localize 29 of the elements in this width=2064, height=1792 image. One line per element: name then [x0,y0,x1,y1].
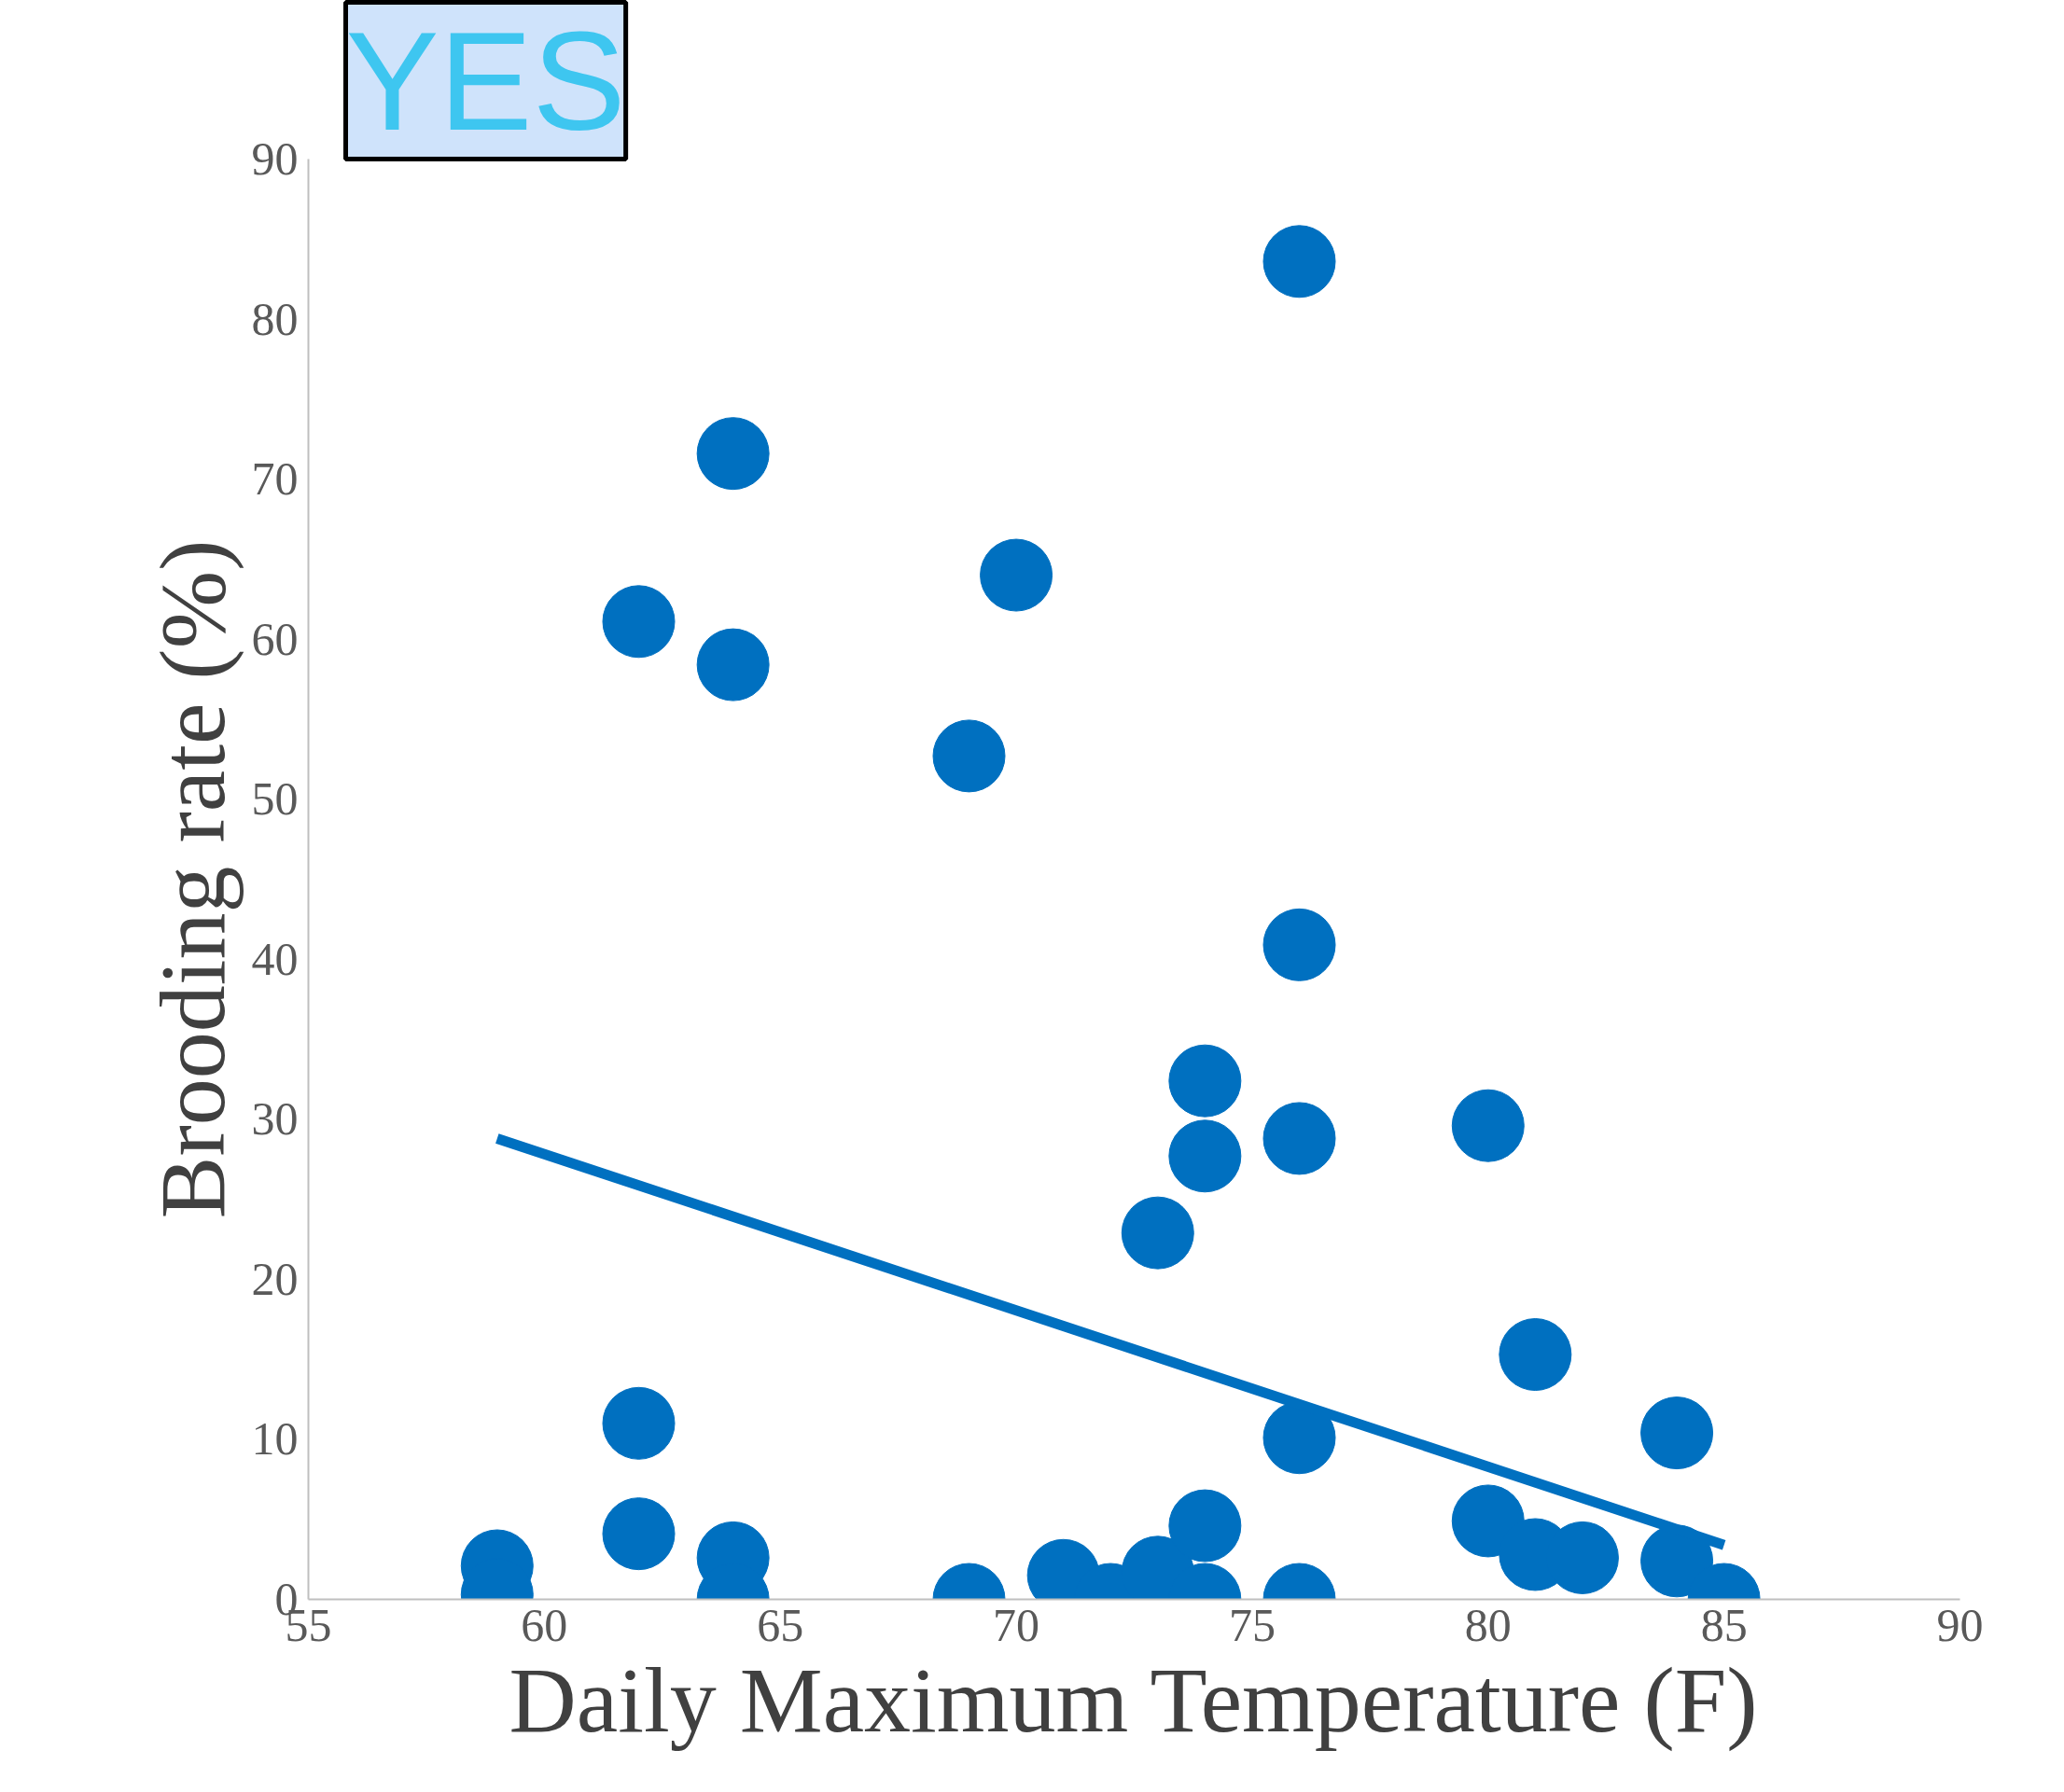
point [602,585,676,659]
y-tick-label: 20 [251,1252,299,1305]
annotation: YES [345,2,626,160]
y-tick-label: 10 [251,1412,299,1466]
y-tick-label: 50 [251,772,299,826]
y-tick-label: 90 [251,132,299,185]
point [1262,1102,1336,1175]
point [1168,1489,1242,1563]
y-tick-label: 40 [251,932,299,985]
point [932,719,1006,793]
point [1168,1044,1242,1118]
point [1640,1396,1714,1470]
point [1121,1196,1194,1270]
y-axis-title: Brooding rate (%) [140,539,244,1219]
point [980,538,1053,612]
point [1168,1119,1242,1193]
point [1262,225,1336,299]
point [696,417,770,491]
point [1262,908,1336,981]
point [696,628,770,702]
point [1451,1089,1525,1162]
point [602,1497,676,1571]
y-tick-label: 80 [251,292,299,345]
y-tick-label: 30 [251,1092,299,1146]
point [602,1386,676,1460]
y-tick-label: 60 [251,612,299,665]
point [1499,1318,1572,1391]
y-tick-label: 70 [251,452,299,506]
x-tick-label: 90 [1936,1598,1984,1651]
